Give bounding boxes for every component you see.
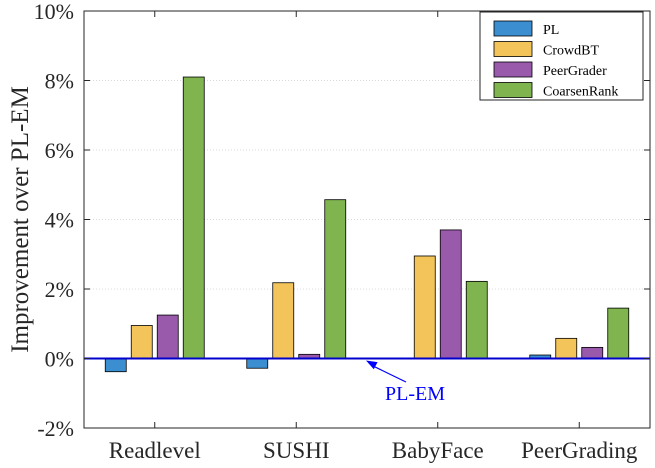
legend-swatch (493, 20, 533, 37)
annotation-arrow (371, 364, 407, 383)
x-tick-label: BabyFace (392, 438, 484, 463)
bar-peergrader (581, 346, 604, 359)
bar-peergrader (156, 314, 179, 359)
y-tick-label: 6% (45, 138, 74, 163)
bar-coarsenrank (607, 307, 630, 359)
bar-peergrader (439, 229, 462, 359)
plot-frame (83, 10, 651, 429)
legend-label: CoarsenRank (543, 85, 618, 100)
legend-label: PeerGrader (543, 64, 607, 79)
x-tick-labels: Readlevel SUSHI BabyFace PeerGrading (109, 438, 638, 463)
legend-swatch (493, 82, 533, 98)
bar-crowdbt (272, 282, 295, 359)
y-tick-label: 2% (45, 277, 74, 302)
x-tick-label: SUSHI (263, 438, 329, 463)
legend: PL CrowdBT PeerGrader CoarsenRank (479, 11, 644, 101)
bar-crowdbt (413, 255, 436, 359)
bar-pl (104, 358, 127, 373)
y-axis-label: Improvement over PL-EM (7, 86, 34, 353)
bar-crowdbt (555, 337, 578, 359)
legend-label: PL (543, 23, 559, 38)
annotation-text: PL-EM (385, 383, 445, 405)
y-tick-label: 4% (45, 208, 74, 233)
annotation-arrowhead (366, 360, 378, 370)
y-tick-label: 8% (45, 69, 74, 94)
axes (83, 10, 651, 429)
y-tick-label: -2% (37, 416, 74, 441)
bar-crowdbt (130, 325, 153, 359)
bar-coarsenrank (324, 199, 347, 359)
y-tick-label: 10% (34, 0, 74, 24)
x-tick-label: PeerGrading (521, 438, 638, 463)
bar-coarsenrank (182, 76, 205, 359)
y-tick-labels: -2% 0% 2% 4% 6% 8% 10% (34, 0, 74, 441)
legend-swatch (493, 41, 533, 57)
bar-coarsenrank (465, 280, 488, 359)
pl-em-annotation: PL-EM (366, 360, 445, 405)
legend-label: CrowdBT (543, 44, 599, 59)
legend-swatch (493, 61, 533, 78)
x-tick-label: Readlevel (109, 438, 201, 463)
y-tick-label: 0% (45, 347, 74, 372)
bar-pl (246, 358, 269, 369)
bars (104, 76, 630, 373)
